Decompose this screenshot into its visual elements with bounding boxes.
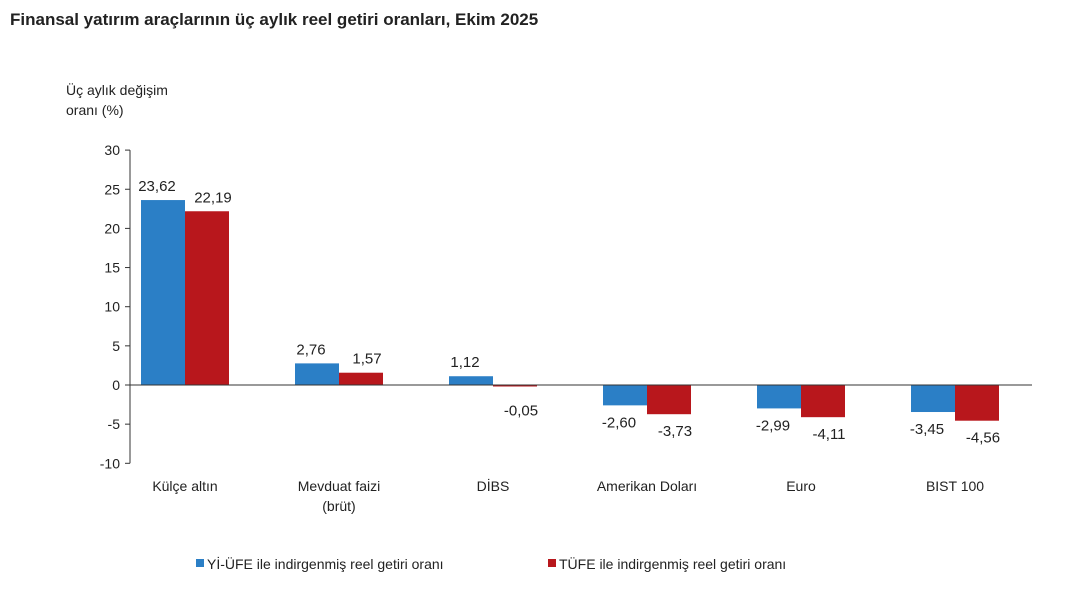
chart-title: Finansal yatırım araçlarının üç aylık re… (10, 10, 538, 29)
y-tick-label: 30 (104, 142, 120, 158)
legend-swatch (196, 559, 204, 567)
x-tick-label: (brüt) (322, 498, 355, 514)
x-tick-label: Mevduat faizi (298, 478, 380, 494)
data-label: -3,73 (658, 423, 692, 440)
bar-tufe (493, 385, 537, 387)
data-label: 2,76 (296, 341, 325, 358)
bar-yiufe (141, 200, 185, 385)
data-label: 23,62 (138, 178, 176, 195)
data-label: -4,56 (966, 430, 1000, 447)
y-tick-label: 15 (104, 260, 120, 276)
bar-tufe (647, 385, 691, 415)
data-label: -4,11 (812, 426, 845, 443)
data-label: -2,60 (602, 414, 636, 431)
bar-yiufe (603, 385, 647, 406)
y-axis-label-line1: Üç aylık değişim (66, 81, 168, 98)
bar-yiufe (911, 385, 955, 413)
data-label: 22,19 (194, 189, 232, 206)
y-axis-label-line2: oranı (%) (66, 102, 124, 118)
data-label: -3,45 (910, 421, 944, 438)
x-tick-label: DİBS (477, 477, 510, 494)
legend-label: Yİ-ÜFE ile indirgenmiş reel getiri oranı (207, 555, 444, 572)
data-label: 1,12 (450, 354, 479, 371)
legend-swatch (548, 559, 556, 567)
bar-tufe (185, 211, 229, 385)
data-label: -2,99 (756, 417, 790, 434)
bar-yiufe (449, 376, 493, 385)
y-tick-label: -5 (108, 416, 121, 432)
y-tick-label: 25 (104, 181, 120, 197)
x-tick-label: Külçe altın (152, 478, 217, 494)
data-label: -0,05 (504, 402, 538, 419)
x-tick-label: BIST 100 (926, 478, 984, 494)
bar-tufe (339, 372, 383, 385)
bar-tufe (801, 385, 845, 418)
y-tick-label: 20 (104, 220, 120, 236)
legend-label: TÜFE ile indirgenmiş reel getiri oranı (559, 555, 786, 572)
data-label: 1,57 (352, 351, 381, 368)
bar-yiufe (757, 385, 801, 409)
x-tick-label: Amerikan Doları (597, 478, 697, 494)
y-tick-label: 0 (112, 377, 120, 393)
y-tick-label: -10 (100, 455, 120, 471)
bar-yiufe (295, 363, 339, 385)
y-tick-label: 10 (104, 299, 120, 315)
bar-tufe (955, 385, 999, 421)
x-tick-label: Euro (786, 478, 816, 494)
y-tick-label: 5 (112, 338, 120, 354)
